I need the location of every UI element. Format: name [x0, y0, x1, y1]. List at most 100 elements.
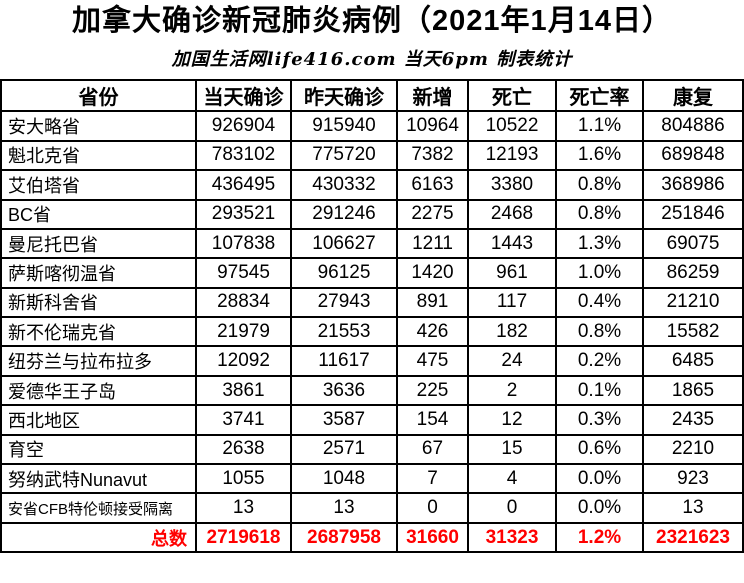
value-cell: 1.1%: [555, 110, 644, 142]
value-cell: 1048: [290, 463, 398, 495]
value-cell: 12193: [467, 139, 557, 172]
table-row: 安大略省 926904 915940 10964 10522 1.1% 804886: [0, 110, 744, 142]
value-cell: 13: [642, 492, 744, 524]
value-cell: 0.2%: [555, 345, 644, 377]
value-cell: 926904: [195, 110, 292, 142]
value-cell: 0.8%: [555, 316, 644, 348]
table-row: 曼尼托巴省 107838 106627 1211 1443 1.3% 69075: [0, 227, 744, 260]
value-cell: 430332: [290, 169, 398, 201]
value-cell: 291246: [290, 198, 398, 230]
value-cell: 0.6%: [555, 433, 644, 466]
value-cell: 891: [396, 286, 469, 319]
value-cell: 2468: [467, 198, 557, 230]
value-cell: 3741: [195, 404, 292, 436]
value-cell: 0.8%: [555, 169, 644, 201]
value-cell: 804886: [642, 110, 744, 142]
value-cell: 2571: [290, 433, 398, 466]
total-deaths-cell: 31323: [467, 521, 557, 554]
value-cell: 11617: [290, 345, 398, 377]
value-cell: 0.4%: [555, 286, 644, 319]
table-row: 育空 2638 2571 67 15 0.6% 2210: [0, 433, 744, 466]
table-row: 新斯科舍省 28834 27943 891 117 0.4% 21210: [0, 286, 744, 319]
value-cell: 1420: [396, 257, 469, 289]
table-row: 新不伦瑞克省 21979 21553 426 182 0.8% 15582: [0, 316, 744, 348]
value-cell: 1211: [396, 227, 469, 260]
value-cell: 97545: [195, 257, 292, 289]
province-name-cell: 纽芬兰与拉布拉多: [0, 345, 197, 377]
value-cell: 0.0%: [555, 492, 644, 524]
value-cell: 7: [396, 463, 469, 495]
value-cell: 27943: [290, 286, 398, 319]
table-row: 爱德华王子岛 3861 3636 225 2 0.1% 1865: [0, 374, 744, 407]
total-row: 总数 2719618 2687958 31660 31323 1.2% 2321…: [0, 521, 744, 554]
value-cell: 2210: [642, 433, 744, 466]
col-header-new-cases: 新增: [396, 79, 469, 113]
value-cell: 1443: [467, 227, 557, 260]
province-name-cell: 努纳武特Nunavut: [0, 463, 197, 495]
value-cell: 426: [396, 316, 469, 348]
province-name-cell: BC省: [0, 198, 197, 230]
value-cell: 107838: [195, 227, 292, 260]
value-cell: 7382: [396, 139, 469, 172]
value-cell: 3380: [467, 169, 557, 201]
value-cell: 915940: [290, 110, 398, 142]
value-cell: 21979: [195, 316, 292, 348]
table-row: 萨斯喀彻温省 97545 96125 1420 961 1.0% 86259: [0, 257, 744, 289]
table-row: 艾伯塔省 436495 430332 6163 3380 0.8% 368986: [0, 169, 744, 201]
value-cell: 15582: [642, 316, 744, 348]
value-cell: 1.3%: [555, 227, 644, 260]
col-header-confirmed-yesterday: 昨天确诊: [290, 79, 398, 113]
value-cell: 6485: [642, 345, 744, 377]
table-row: 纽芬兰与拉布拉多 12092 11617 475 24 0.2% 6485: [0, 345, 744, 377]
value-cell: 67: [396, 433, 469, 466]
value-cell: 689848: [642, 139, 744, 172]
total-new-cases-cell: 31660: [396, 521, 469, 554]
value-cell: 475: [396, 345, 469, 377]
value-cell: 96125: [290, 257, 398, 289]
value-cell: 13: [290, 492, 398, 524]
value-cell: 21210: [642, 286, 744, 319]
value-cell: 0.1%: [555, 374, 644, 407]
col-header-confirmed-today: 当天确诊: [195, 79, 292, 113]
value-cell: 12092: [195, 345, 292, 377]
value-cell: 1.6%: [555, 139, 644, 172]
province-name-cell: 萨斯喀彻温省: [0, 257, 197, 289]
table-row: 魁北克省 783102 775720 7382 12193 1.6% 689848: [0, 139, 744, 172]
value-cell: 12: [467, 404, 557, 436]
table-row: 安省CFB特伦顿接受隔离 13 13 0 0 0.0% 13: [0, 492, 744, 524]
province-name-cell: 安大略省: [0, 110, 197, 142]
value-cell: 251846: [642, 198, 744, 230]
covid-stats-table: 省份 当天确诊 昨天确诊 新增 死亡 死亡率 康复 安大略省 926904 9159…: [0, 79, 744, 554]
value-cell: 783102: [195, 139, 292, 172]
total-confirmed-yesterday-cell: 2687958: [290, 521, 398, 554]
total-label-cell: 总数: [0, 521, 197, 554]
value-cell: 13: [195, 492, 292, 524]
col-header-death-rate: 死亡率: [555, 79, 644, 113]
province-name-cell: 曼尼托巴省: [0, 227, 197, 260]
value-cell: 293521: [195, 198, 292, 230]
header-row: 省份 当天确诊 昨天确诊 新增 死亡 死亡率 康复: [0, 79, 744, 113]
province-name-cell: 安省CFB特伦顿接受隔离: [0, 492, 197, 524]
value-cell: 2275: [396, 198, 469, 230]
value-cell: 368986: [642, 169, 744, 201]
value-cell: 3861: [195, 374, 292, 407]
value-cell: 1055: [195, 463, 292, 495]
total-recovered-cell: 2321623: [642, 521, 744, 554]
page-subtitle: 加国生活网life416.com 当天6pm 制表统计: [171, 49, 573, 71]
value-cell: 0: [396, 492, 469, 524]
value-cell: 154: [396, 404, 469, 436]
value-cell: 3636: [290, 374, 398, 407]
value-cell: 24: [467, 345, 557, 377]
value-cell: 3587: [290, 404, 398, 436]
province-name-cell: 艾伯塔省: [0, 169, 197, 201]
value-cell: 1.0%: [555, 257, 644, 289]
col-header-deaths: 死亡: [467, 79, 557, 113]
province-name-cell: 西北地区: [0, 404, 197, 436]
table-body: 安大略省 926904 915940 10964 10522 1.1% 804886 魁北克省…: [0, 110, 744, 524]
value-cell: 775720: [290, 139, 398, 172]
value-cell: 15: [467, 433, 557, 466]
value-cell: 436495: [195, 169, 292, 201]
province-name-cell: 爱德华王子岛: [0, 374, 197, 407]
value-cell: 28834: [195, 286, 292, 319]
province-name-cell: 魁北克省: [0, 139, 197, 172]
